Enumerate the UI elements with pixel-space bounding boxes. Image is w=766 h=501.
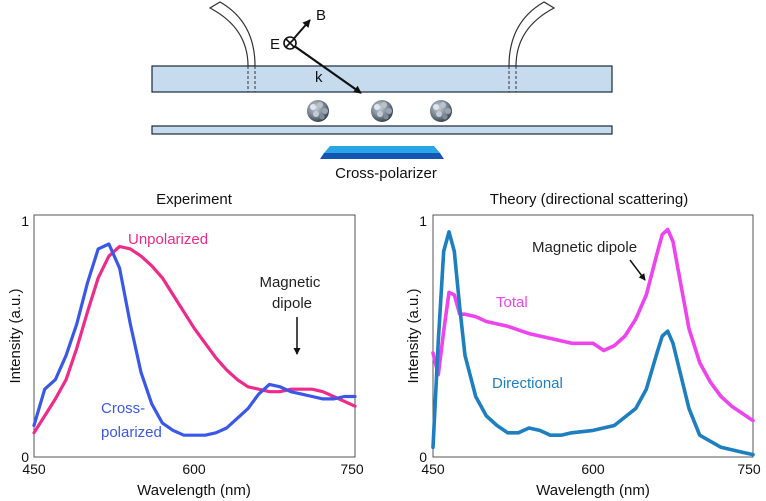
series-line-directional <box>431 230 755 457</box>
series-line-total <box>431 227 755 423</box>
directional-label: Directional <box>492 375 563 392</box>
nanoparticle <box>430 100 452 122</box>
cross-polarizer-top-layer <box>324 146 440 153</box>
magnetic-dipole-arrow <box>629 259 646 281</box>
magnetic-dipole-label: Magnetic dipole <box>259 274 324 312</box>
chart-title: Theory (directional scattering) <box>490 191 688 208</box>
y-tick-label: 0 <box>419 449 427 465</box>
cross-polarized-label-line: polarized <box>101 424 162 441</box>
y-tick-label: 1 <box>21 213 29 229</box>
nanoparticle <box>371 100 393 122</box>
magnetic-dipole-label-line: Magnetic <box>259 274 320 291</box>
k-vector-arrow <box>289 42 362 94</box>
left-fiber-probe <box>208 1 256 67</box>
x-axis-label: Wavelength (nm) <box>137 482 251 499</box>
x-axis-label: Wavelength (nm) <box>536 482 650 499</box>
e-field-label: E <box>270 36 280 53</box>
plot-frame <box>33 214 356 458</box>
x-tick-label: 750 <box>737 461 761 477</box>
x-tick-label: 600 <box>182 461 206 477</box>
k-vector-label: k <box>315 69 323 86</box>
plot-frame <box>432 214 754 458</box>
y-axis-label: Intensity (a.u.) <box>405 288 422 383</box>
e-field-cross-stroke-2 <box>285 38 295 48</box>
cross-polarizer-bottom-layer <box>320 153 444 159</box>
y-axis-label: Intensity (a.u.) <box>7 288 24 383</box>
experiment-chart: Experiment 450 600 750 0 1 Wavelength (n… <box>7 191 364 499</box>
theory-chart: Theory (directional scattering) 450 600 … <box>405 191 761 499</box>
magnetic-dipole-label: Magnetic dipole <box>532 239 637 256</box>
b-field-label: B <box>316 7 326 24</box>
series-line-unpolarized <box>32 244 357 435</box>
substrate-slab <box>151 125 613 135</box>
schematic: Cross-polarizer B E k <box>151 1 613 182</box>
total-label: Total <box>496 294 528 311</box>
chart-title: Experiment <box>156 191 233 208</box>
cross-polarizer-label: Cross-polarizer <box>335 165 437 182</box>
x-tick-label: 750 <box>340 461 364 477</box>
y-tick-label: 1 <box>419 213 427 229</box>
x-tick-label: 600 <box>581 461 605 477</box>
right-fiber-probe <box>508 1 556 67</box>
x-tick-label: 450 <box>22 461 46 477</box>
x-tick-label: 450 <box>421 461 445 477</box>
cross-polarized-label: Cross- polarized <box>101 400 162 441</box>
y-tick-label: 0 <box>21 449 29 465</box>
cross-polarized-label-line: Cross- <box>101 400 145 417</box>
unpolarized-label: Unpolarized <box>128 231 208 248</box>
series-line-cross-polarized <box>32 242 357 437</box>
magnetic-dipole-label-line: dipole <box>272 295 312 312</box>
waveguide-slab <box>151 65 613 93</box>
nanoparticle <box>307 100 329 122</box>
